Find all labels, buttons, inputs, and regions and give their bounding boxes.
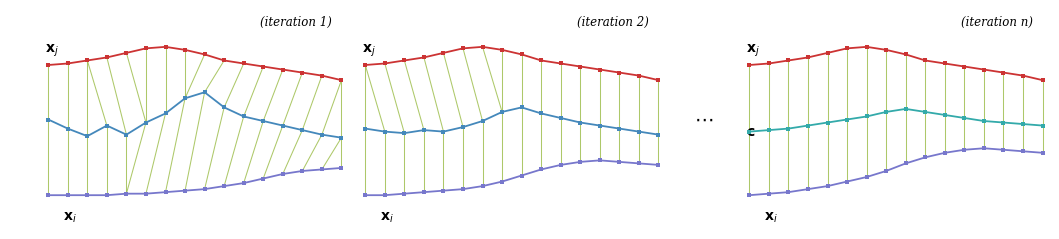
- Text: $\mathbf{x}_j$: $\mathbf{x}_j$: [747, 43, 760, 59]
- Text: (iteration 1): (iteration 1): [261, 16, 333, 29]
- Text: (iteration 2): (iteration 2): [577, 16, 649, 29]
- Text: $\cdots$: $\cdots$: [695, 110, 714, 129]
- Text: (iteration n): (iteration n): [962, 16, 1034, 29]
- Text: $\mathbf{x}_j$: $\mathbf{x}_j$: [46, 43, 59, 59]
- Text: $\mathbf{x}_i$: $\mathbf{x}_i$: [62, 210, 76, 225]
- Text: $\mathbf{x}_i$: $\mathbf{x}_i$: [764, 210, 777, 225]
- Text: $\mathbf{x}_j$: $\mathbf{x}_j$: [362, 43, 376, 59]
- Text: $\mathbf{c}$: $\mathbf{c}$: [747, 125, 756, 139]
- Text: $\mathbf{x}_i$: $\mathbf{x}_i$: [380, 210, 394, 225]
